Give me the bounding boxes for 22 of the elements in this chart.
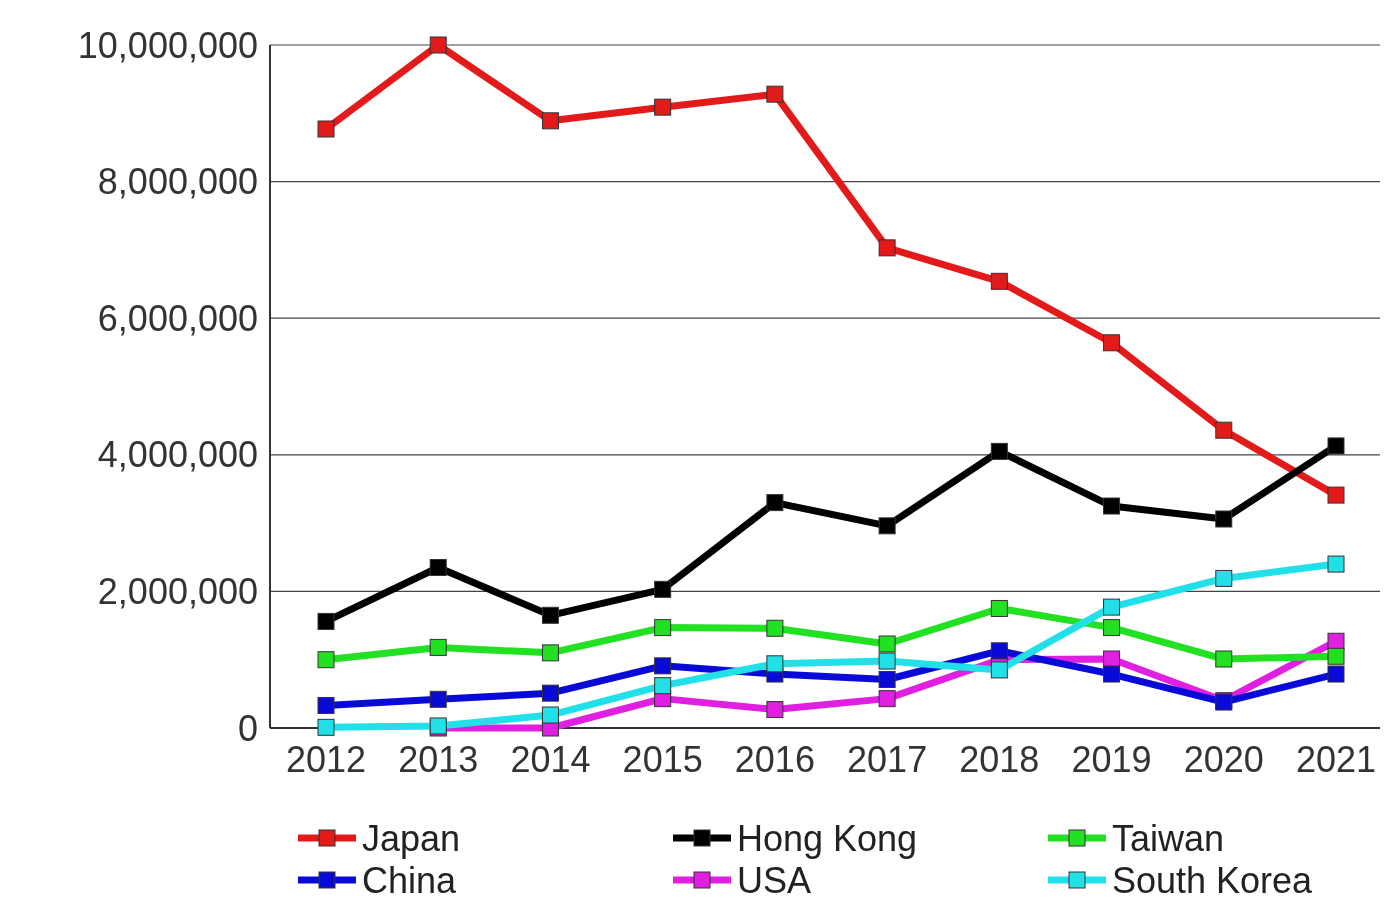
legend-label: Japan: [362, 817, 461, 859]
y-tick-label: 4,000,000: [97, 434, 258, 476]
legend-label: China: [362, 859, 458, 901]
legend-label: Hong Kong: [737, 817, 918, 859]
x-tick-label: 2012: [285, 739, 367, 780]
legend-label: USA: [737, 859, 812, 901]
legend-label: South Korea: [1112, 859, 1314, 901]
x-tick-label: 2018: [959, 739, 1040, 780]
x-tick-label: 2021: [1295, 739, 1377, 780]
x-tick-label: 2015: [622, 739, 703, 780]
x-tick-label: 2020: [1183, 739, 1264, 780]
y-tick-label: 6,000,000: [97, 297, 258, 339]
y-tick-label: 8,000,000: [97, 161, 258, 203]
x-tick-label: 2019: [1071, 739, 1152, 780]
y-tick-label: 0: [237, 707, 258, 749]
x-tick-label: 2016: [734, 739, 815, 780]
legend-label: Taiwan: [1112, 817, 1225, 859]
y-tick-label: 2,000,000: [97, 571, 258, 612]
x-tick-label: 2014: [510, 739, 591, 780]
y-tick-label: 10,000,000: [77, 24, 258, 66]
x-tick-label: 2017: [847, 739, 928, 780]
x-tick-label: 2013: [398, 739, 479, 780]
